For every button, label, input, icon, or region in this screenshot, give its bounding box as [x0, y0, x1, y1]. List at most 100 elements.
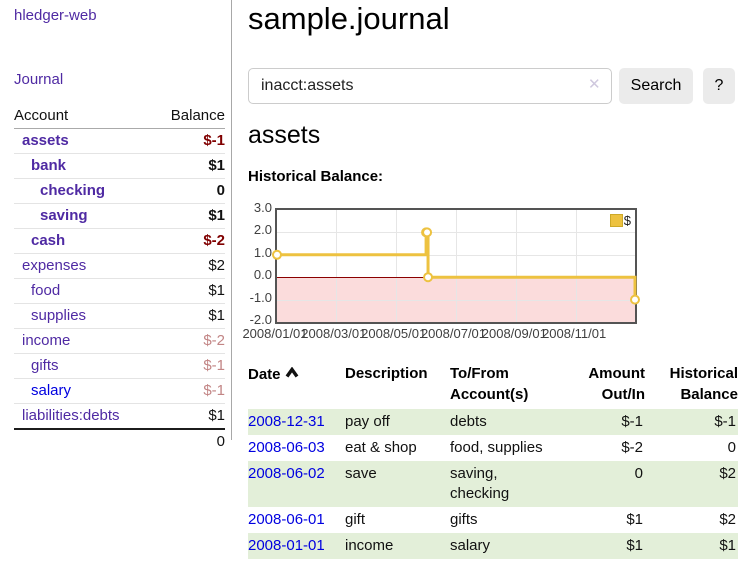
y-tick-label: 0.0 — [253, 267, 272, 283]
gridline — [576, 210, 578, 322]
search-button[interactable]: Search — [619, 68, 693, 104]
gridline — [335, 210, 337, 322]
data-point-marker — [422, 227, 433, 238]
account-row: saving $1 — [14, 204, 225, 229]
x-tick-label: 2008/05/01 — [361, 326, 427, 341]
account-row: gifts $-1 — [14, 354, 225, 379]
account-balance: $-1 — [203, 357, 225, 374]
account-row: cash $-2 — [14, 229, 225, 254]
transaction-description: pay off — [345, 413, 390, 430]
data-point-marker — [423, 272, 434, 283]
column-header-description: Description — [345, 365, 428, 382]
account-link-supplies[interactable]: supplies — [31, 307, 87, 324]
chart-series-layer — [272, 227, 640, 305]
y-tick-label: 1.0 — [253, 244, 272, 260]
column-header-date-label: Date — [248, 366, 281, 383]
chart-plot: $ — [272, 208, 640, 324]
register-row: 2008-06-01 gift gifts $1 $2 — [248, 507, 738, 533]
account-link-liabilities-debts[interactable]: liabilities:debts — [22, 407, 120, 424]
app-brand-link[interactable]: hledger-web — [14, 7, 97, 24]
search-input[interactable] — [248, 68, 612, 104]
transaction-amount: $1 — [626, 511, 643, 528]
chart-legend: $ — [609, 213, 631, 228]
register-row: 2008-06-03 eat & shop food, supplies $-2… — [248, 435, 738, 461]
account-row: supplies $1 — [14, 304, 225, 329]
sidebar-accounts-table: Account Balance assets $-1 bank $1 check… — [14, 104, 225, 454]
data-point-marker — [272, 249, 282, 260]
account-balance: $1 — [208, 207, 225, 224]
account-link-income[interactable]: income — [22, 332, 71, 349]
column-header-balance: Historical Balance — [669, 365, 738, 403]
account-heading: assets — [248, 121, 321, 149]
account-link-cash[interactable]: cash — [31, 232, 66, 249]
transaction-amount: $1 — [626, 537, 643, 554]
x-tick-label: 2008/03/01 — [301, 326, 367, 341]
register-row: 2008-06-02 save saving, checking 0 $2 — [248, 461, 738, 507]
register-header-row: Date Description To/From Account(s) Amou… — [248, 363, 738, 409]
register-table-container: Date Description To/From Account(s) Amou… — [248, 363, 738, 559]
transaction-description: gift — [345, 511, 366, 528]
sidebar-item-journal[interactable]: Journal — [14, 71, 64, 88]
transaction-date-link[interactable]: 2008-06-02 — [248, 465, 325, 482]
clear-search-icon[interactable]: ✕ — [588, 76, 601, 93]
x-tick-label: 2008/07/01 — [420, 326, 487, 341]
transaction-date-link[interactable]: 2008-06-01 — [248, 511, 325, 528]
account-link-salary[interactable]: salary — [31, 382, 72, 399]
account-balance: $-1 — [203, 132, 225, 149]
transaction-balance: $2 — [719, 511, 736, 528]
legend-label: $ — [623, 213, 631, 228]
legend-swatch-icon — [609, 214, 623, 227]
column-header-accounts: To/From Account(s) — [450, 365, 529, 403]
account-balance: $1 — [208, 282, 225, 299]
transaction-accounts: salary — [450, 537, 491, 554]
account-row: income $-2 — [14, 329, 225, 354]
account-link-expenses[interactable]: expenses — [22, 257, 87, 274]
register-row: 2008-12-31 pay off debts $-1 $-1 — [248, 409, 738, 435]
transaction-date-link[interactable]: 2008-01-01 — [248, 537, 325, 554]
accounts-table-header: Account Balance — [14, 104, 225, 129]
y-tick-label: 3.0 — [253, 200, 272, 215]
account-row: checking 0 — [14, 179, 225, 204]
column-header-date[interactable]: Date — [248, 363, 345, 409]
y-tick-label: 2.0 — [253, 222, 272, 238]
account-balance: $-1 — [203, 382, 225, 399]
accounts-header-balance: Balance — [170, 107, 225, 124]
page-title: sample.journal — [248, 1, 450, 36]
transaction-balance: $-1 — [714, 413, 736, 430]
column-header-amount: Amount Out/In — [588, 365, 645, 403]
transaction-balance: 0 — [727, 439, 736, 456]
transaction-accounts: gifts — [450, 511, 478, 528]
account-balance: $-2 — [203, 332, 225, 349]
transaction-accounts: debts — [450, 413, 487, 430]
register-table: Date Description To/From Account(s) Amou… — [248, 363, 738, 559]
accounts-total-value: 0 — [216, 433, 225, 450]
transaction-description: eat & shop — [345, 439, 417, 456]
transaction-accounts: saving, checking — [450, 465, 510, 502]
account-link-gifts[interactable]: gifts — [31, 357, 59, 374]
account-balance: $1 — [208, 307, 225, 324]
transaction-accounts: food, supplies — [450, 439, 543, 456]
help-button[interactable]: ? — [703, 68, 735, 104]
gridline — [455, 210, 457, 322]
sort-asc-icon — [285, 363, 299, 384]
transaction-description: income — [345, 537, 394, 554]
account-row: assets $-1 — [14, 129, 225, 154]
search-form: ✕ Search ? — [248, 68, 735, 104]
account-link-assets[interactable]: assets — [22, 132, 69, 149]
sidebar: hledger-web Journal Account Balance asse… — [0, 0, 232, 450]
transaction-date-link[interactable]: 2008-12-31 — [248, 413, 325, 430]
account-row: liabilities:debts $1 — [14, 404, 225, 428]
account-link-bank[interactable]: bank — [31, 157, 67, 174]
gridline — [395, 210, 397, 322]
transaction-date-link[interactable]: 2008-06-03 — [248, 439, 325, 456]
account-link-saving[interactable]: saving — [40, 207, 88, 224]
account-balance: $-2 — [203, 232, 225, 249]
account-link-food[interactable]: food — [31, 282, 61, 299]
account-balance: $1 — [208, 157, 225, 174]
transaction-amount: 0 — [634, 465, 643, 482]
x-tick-label: 2008/11/01 — [542, 326, 607, 341]
account-balance: 0 — [216, 182, 225, 199]
chart-title: Historical Balance: — [248, 168, 384, 185]
account-link-checking[interactable]: checking — [40, 182, 106, 199]
